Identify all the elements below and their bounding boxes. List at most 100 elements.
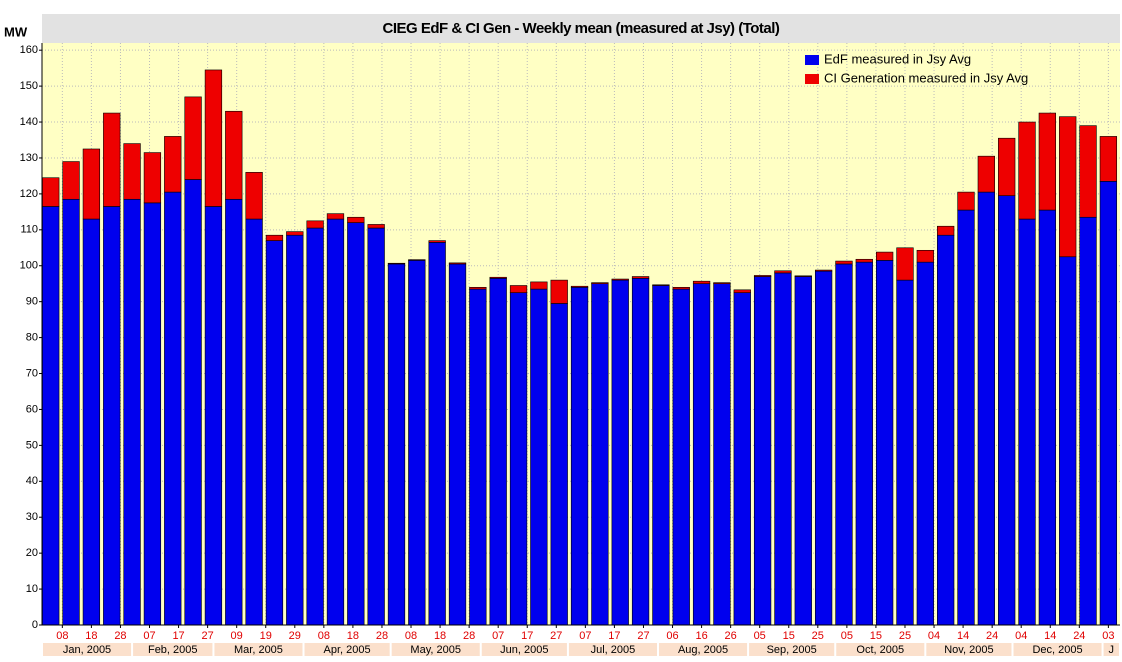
- bar-segment: [835, 260, 853, 265]
- bar-segment: [347, 216, 365, 223]
- bar-segment: [652, 284, 670, 286]
- x-tick-label: 08: [405, 630, 417, 642]
- bar-segment: [62, 198, 80, 626]
- bar-segment: [428, 242, 446, 626]
- month-box: [391, 643, 480, 656]
- y-tick-label: 110: [20, 224, 38, 236]
- bar-segment: [265, 240, 284, 626]
- x-tick-label: 28: [376, 630, 388, 642]
- month-box: [836, 643, 925, 656]
- x-tick-label: 07: [492, 630, 504, 642]
- x-tick-label: 06: [666, 630, 678, 642]
- bar-segment: [428, 240, 446, 243]
- bar-segment: [448, 263, 467, 626]
- x-tick-label: 05: [841, 630, 853, 642]
- x-tick-label: 18: [85, 630, 97, 642]
- bar-segment: [631, 278, 650, 626]
- x-tick-label: 15: [870, 630, 882, 642]
- month-box: [133, 643, 213, 656]
- bar-segment: [794, 276, 812, 626]
- month-label: Jul, 2005: [591, 644, 636, 656]
- bar-segment: [265, 234, 284, 241]
- x-tick-label: 25: [899, 630, 911, 642]
- bar-segment: [367, 227, 385, 626]
- bar-segment: [937, 234, 955, 626]
- x-tick-label: 07: [143, 630, 155, 642]
- bar-segment: [103, 206, 121, 626]
- x-tick-label: 16: [695, 630, 707, 642]
- bar-segment: [1038, 209, 1056, 626]
- bar-segment: [225, 110, 243, 200]
- x-tick-label: 18: [347, 630, 359, 642]
- x-tick-label: 08: [56, 630, 68, 642]
- bar-segment: [306, 220, 324, 229]
- x-tick-label: 05: [754, 630, 766, 642]
- legend-label: CI Generation measured in Jsy Avg: [824, 70, 1028, 85]
- bar-segment: [1059, 116, 1077, 258]
- bar-segment: [916, 249, 934, 263]
- bar-segment: [794, 275, 812, 277]
- x-tick-label: 27: [637, 630, 649, 642]
- bar-segment: [1079, 216, 1097, 626]
- x-tick-label: 15: [783, 630, 795, 642]
- bar-segment: [774, 272, 792, 626]
- y-tick-label: 120: [20, 188, 38, 200]
- bar-segment: [937, 225, 955, 236]
- x-tick-label: 19: [260, 630, 272, 642]
- month-box: [304, 643, 390, 656]
- legend-swatch: [805, 55, 819, 65]
- bar-segment: [672, 288, 690, 626]
- bar-segment: [489, 276, 507, 279]
- bar-segment: [1018, 121, 1036, 220]
- bar-segment: [184, 179, 202, 626]
- x-tick-label: 24: [1073, 630, 1085, 642]
- bar-segment: [82, 218, 101, 626]
- bar-segment: [631, 276, 650, 279]
- bar-segment: [1059, 256, 1077, 626]
- bar-segment: [977, 191, 995, 626]
- bar-segment: [82, 148, 101, 220]
- bar-segment: [245, 218, 263, 626]
- bar-segment: [570, 286, 589, 626]
- bar-segment: [611, 278, 629, 281]
- x-tick-label: 18: [434, 630, 446, 642]
- bar-segment: [855, 261, 873, 626]
- x-tick-label: 29: [289, 630, 301, 642]
- chart-title: CIEG EdF & CI Gen - Weekly mean (measure…: [383, 20, 780, 37]
- x-tick-label: 17: [608, 630, 620, 642]
- month-label: Sep, 2005: [767, 644, 817, 656]
- bar-segment: [164, 136, 182, 193]
- x-tick-label: 08: [318, 630, 330, 642]
- bar-segment: [733, 292, 751, 626]
- bar-segment: [387, 262, 406, 265]
- bar-segment: [814, 269, 833, 272]
- month-box: [43, 643, 132, 656]
- x-tick-label: 28: [463, 630, 475, 642]
- bar-segment: [1079, 125, 1097, 218]
- bar-segment: [326, 218, 345, 626]
- x-tick-label: 25: [812, 630, 824, 642]
- month-label: May, 2005: [410, 644, 461, 656]
- y-tick-label: 100: [20, 260, 38, 272]
- bar-segment: [408, 259, 426, 261]
- bar-segment: [1038, 112, 1056, 211]
- bar-segment: [713, 282, 731, 285]
- month-box: [568, 643, 657, 656]
- bar-segment: [62, 161, 80, 200]
- x-tick-label: 09: [231, 630, 243, 642]
- bar-segment: [753, 275, 772, 277]
- x-tick-label: 27: [550, 630, 562, 642]
- bar-segment: [530, 281, 548, 290]
- month-label: Oct, 2005: [856, 644, 904, 656]
- month-label: J: [1109, 644, 1115, 656]
- month-box: [481, 643, 567, 656]
- bar-segment: [876, 260, 894, 626]
- x-tick-label: 26: [725, 630, 737, 642]
- bar-segment: [876, 251, 894, 261]
- legend-label: EdF measured in Jsy Avg: [824, 51, 971, 66]
- bar-segment: [164, 191, 182, 626]
- bar-segment: [611, 279, 629, 626]
- legend-swatch: [805, 74, 819, 84]
- title-bar: [42, 14, 1120, 43]
